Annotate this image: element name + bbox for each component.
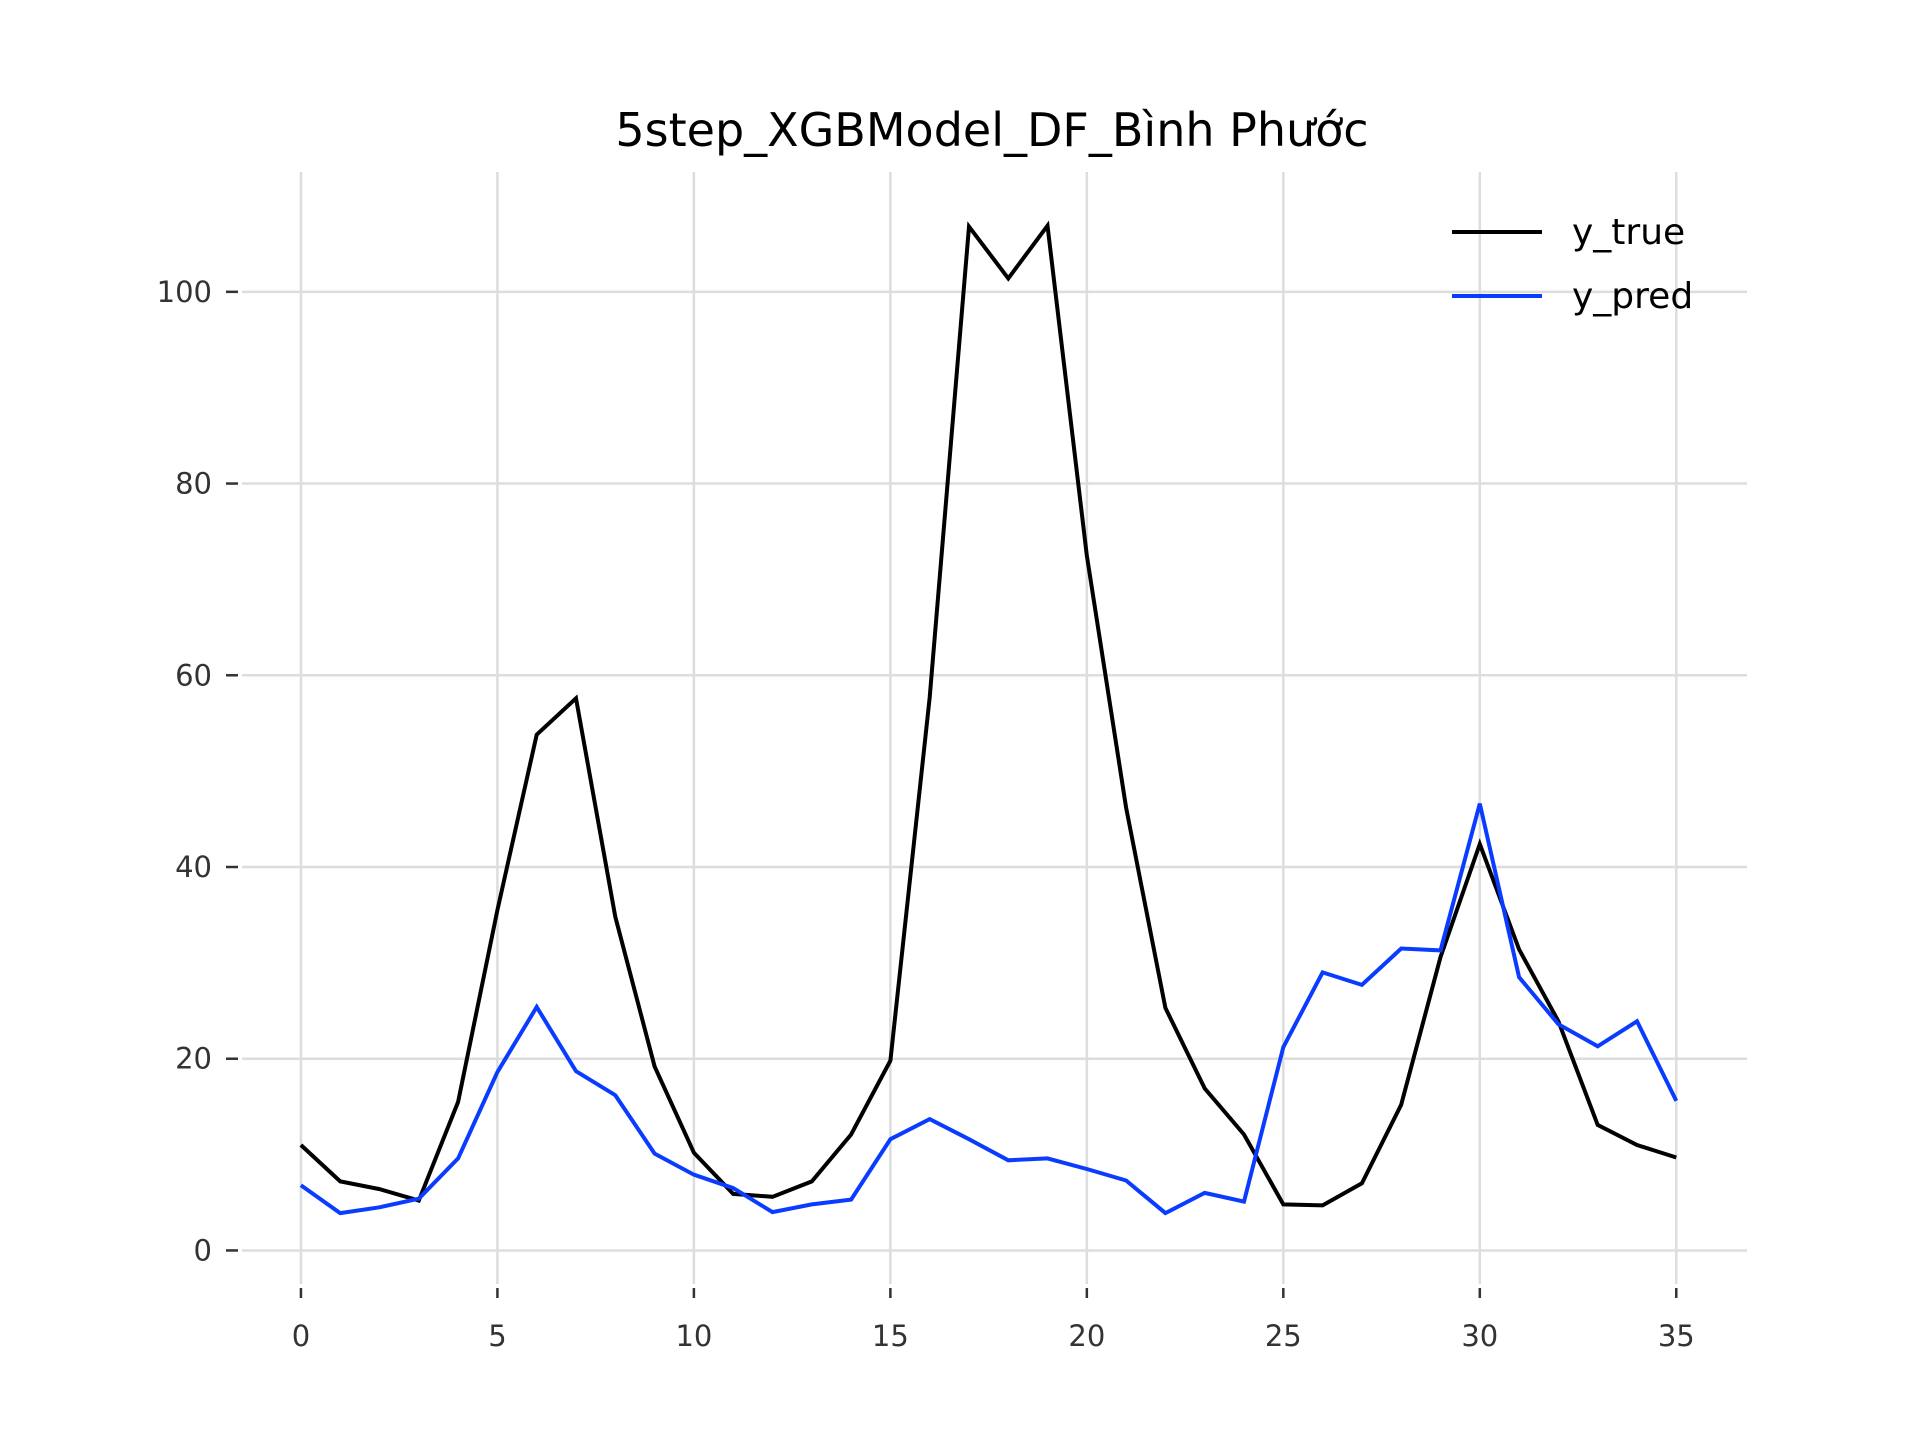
y-tick-label: 80 [175,467,212,501]
series-lines [299,220,1679,1216]
x-tick-label: 10 [675,1319,712,1353]
y-tick-label: 60 [175,658,212,692]
x-tick-label: 25 [1265,1319,1302,1353]
series-line-y-pred [299,803,1679,1216]
x-tick-label: 5 [488,1319,506,1353]
grid [242,172,1747,1284]
x-tick-label: 35 [1658,1319,1695,1353]
y-tick-label: 40 [175,850,212,884]
chart-title: 5step_XGBModel_DF_Bình Phước [615,103,1368,157]
legend-label-y-true: y_true [1572,212,1685,253]
series-line-y-true [299,220,1677,1208]
x-tick-label: 15 [872,1319,909,1353]
y-tick-label: 0 [194,1233,212,1267]
x-tick-label: 20 [1068,1319,1105,1353]
legend-label-y-pred: y_pred [1572,276,1693,317]
y-tick-label: 20 [175,1042,212,1076]
y-tick-label: 100 [157,275,212,309]
x-tick-label: 30 [1461,1319,1498,1353]
axes: 0 5 10 15 20 25 30 35 0 20 40 60 80 100 [157,275,1695,1353]
legend: y_true y_pred [1452,212,1693,317]
x-tick-label: 0 [292,1319,310,1353]
